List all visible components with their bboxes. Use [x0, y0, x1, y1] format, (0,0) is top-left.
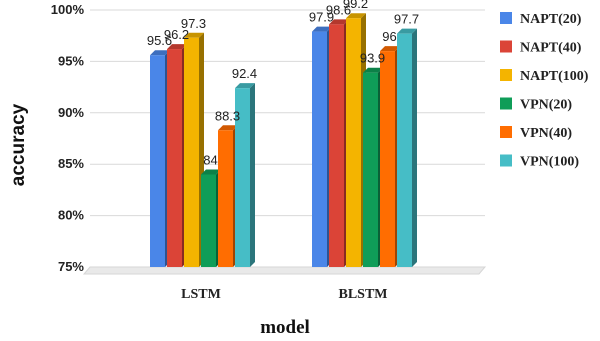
legend-swatch [500, 154, 512, 167]
floor-plane [82, 266, 487, 275]
bar [312, 31, 327, 268]
bar [363, 72, 378, 267]
bar-top [150, 50, 170, 56]
bar [218, 130, 233, 267]
data-label: 93.9 [360, 51, 385, 66]
y-tick-label: 95% [58, 53, 84, 68]
bar [167, 49, 182, 268]
legend-swatch [500, 126, 512, 138]
bar [235, 88, 250, 268]
bar-top [167, 44, 187, 50]
legend-label: VPN(20) [520, 98, 572, 113]
y-tick-label: 75% [58, 259, 84, 274]
data-label: 95.6 [147, 33, 172, 48]
bar-top [218, 125, 238, 131]
data-labels: 95.696.297.3 84 88.3 92.4 97.998.699.2 93.9 96… [147, 0, 419, 167]
data-label: 96.2 [164, 27, 189, 42]
data-label: 96 [382, 29, 396, 44]
bar-top [184, 32, 204, 38]
data-label: 84 [203, 152, 217, 167]
y-axis-title: accuracy [8, 103, 29, 186]
bar-top [235, 83, 255, 89]
x-category-label: BLSTM [338, 287, 387, 302]
legend-swatch [500, 40, 512, 53]
bar [397, 33, 412, 268]
legend-swatch [500, 97, 512, 110]
y-axis-ticks: 75% 80% 85% 90% 95% 100% [51, 2, 85, 274]
data-label: 99.2 [343, 0, 368, 11]
bar-top [312, 26, 332, 32]
gridlines [90, 9, 485, 268]
legend: NAPT(20) NAPT(40) NAPT(100) VPN(20) VPN(40) V… [500, 12, 589, 170]
y-tick-label: 80% [58, 208, 84, 223]
bar-top [380, 46, 400, 52]
data-label: 88.3 [215, 108, 240, 123]
bar-top [397, 28, 417, 34]
x-category-label: LSTM [181, 287, 221, 302]
bar [184, 37, 199, 268]
data-label: 97.3 [181, 16, 206, 31]
bar-top [346, 13, 366, 19]
legend-swatch [500, 69, 512, 81]
legend-label: NAPT(20) [520, 12, 582, 27]
bar [150, 55, 165, 268]
legend-label: VPN(100) [520, 155, 579, 170]
chart-floor [82, 266, 487, 275]
bar-top [329, 19, 349, 25]
bar-side [412, 28, 417, 268]
data-label: 97.7 [394, 12, 419, 27]
bar [380, 51, 395, 268]
bar-top [201, 169, 221, 175]
data-label: 98.6 [326, 2, 351, 17]
y-tick-label: 85% [58, 156, 84, 171]
y-tick-label: 90% [58, 105, 84, 120]
data-label: 92.4 [232, 66, 257, 81]
bar [201, 174, 216, 267]
x-axis-categories: LSTM BLSTM [181, 287, 387, 302]
legend-label: VPN(40) [520, 126, 572, 141]
legend-swatch [500, 12, 512, 24]
bar-top [363, 67, 383, 73]
data-label: 97.9 [309, 10, 334, 25]
legend-label: NAPT(100) [520, 69, 589, 84]
x-axis-title: model [260, 317, 310, 338]
bar [329, 24, 344, 268]
bars [150, 13, 417, 268]
y-tick-label: 100% [51, 2, 85, 17]
legend-label: NAPT(40) [520, 41, 582, 56]
bar [346, 18, 361, 267]
bar-side [250, 83, 255, 268]
